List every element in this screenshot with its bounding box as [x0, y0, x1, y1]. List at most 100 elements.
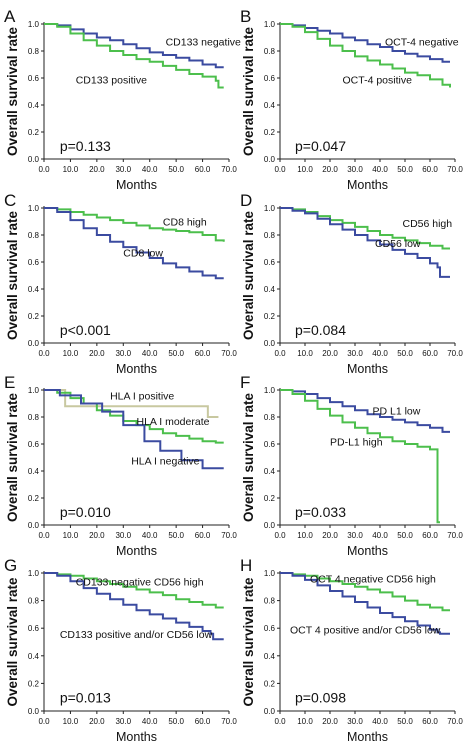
y-tick-label: 0.4: [264, 101, 276, 110]
survival-curve-hla-i-positive: [44, 389, 219, 418]
curve-label: CD8 high: [163, 217, 207, 229]
curve-label: OCT-4 negative: [385, 37, 459, 49]
survival-curve-cd8-low: [44, 207, 224, 280]
p-value: p=0.010: [60, 504, 111, 520]
x-tick-label: 50.0: [397, 717, 413, 726]
x-tick-label: 10.0: [63, 349, 79, 358]
y-axis-label: Overall survival rate: [241, 577, 256, 707]
x-tick-label: 30.0: [115, 717, 131, 726]
y-tick-label: 1.0: [28, 569, 40, 578]
x-tick-label: 10.0: [297, 531, 313, 540]
y-tick-label: 0.8: [264, 231, 276, 240]
y-tick-label: 1.0: [264, 204, 276, 213]
x-tick-label: 40.0: [142, 717, 158, 726]
y-tick-label: 1.0: [264, 20, 276, 29]
y-tick-label: 0.0: [28, 521, 40, 530]
y-axis-label: Overall survival rate: [241, 26, 256, 156]
y-tick-label: 0.0: [264, 707, 276, 716]
x-tick-label: 50.0: [168, 165, 184, 174]
x-tick-label: 30.0: [347, 531, 363, 540]
y-tick-label: 0.6: [264, 440, 276, 449]
x-tick-label: 20.0: [89, 349, 105, 358]
survival-curve-hla-i-negative: [44, 389, 224, 470]
y-tick-label: 0.6: [28, 624, 40, 633]
x-tick-label: 30.0: [347, 165, 363, 174]
curve-label: OCT 4 negative CD56 high: [310, 574, 436, 586]
x-tick-label: 70.0: [221, 349, 237, 358]
y-tick-label: 1.0: [28, 204, 40, 213]
y-tick-label: 0.6: [28, 74, 40, 83]
y-tick-label: 1.0: [28, 20, 40, 29]
curve-label: CD8 low: [123, 248, 163, 260]
x-tick-label: 20.0: [89, 531, 105, 540]
y-axis-label: Overall survival rate: [5, 577, 20, 707]
y-tick-label: 1.0: [264, 386, 276, 395]
y-tick-label: 0.4: [28, 467, 40, 476]
y-tick-label: 0.0: [28, 707, 40, 716]
x-tick-label: 60.0: [422, 717, 438, 726]
curve-label: OCT-4 positive: [343, 74, 413, 86]
x-tick-label: 70.0: [221, 165, 237, 174]
x-tick-label: 40.0: [372, 165, 388, 174]
survival-curve-cd133-positive-and-or-cd56-low: [44, 572, 224, 641]
x-tick-label: 40.0: [142, 349, 158, 358]
survival-curve-pd-l1-low: [280, 389, 450, 433]
y-tick-label: 0.2: [28, 312, 40, 321]
x-tick-label: 20.0: [322, 165, 338, 174]
y-tick-label: 0.8: [264, 597, 276, 606]
x-tick-label: 50.0: [397, 165, 413, 174]
y-tick-label: 0.6: [264, 624, 276, 633]
x-tick-label: 10.0: [63, 165, 79, 174]
x-tick-label: 40.0: [372, 531, 388, 540]
survival-curve-cd133-negative: [44, 23, 224, 69]
curve-label: CD133 negative: [166, 37, 241, 49]
y-tick-label: 1.0: [264, 569, 276, 578]
x-tick-label: 0.0: [274, 349, 286, 358]
y-tick-label: 0.6: [28, 440, 40, 449]
x-tick-label: 40.0: [142, 165, 158, 174]
y-tick-label: 0.4: [264, 467, 276, 476]
x-axis-label: Months: [116, 544, 157, 558]
x-tick-label: 0.0: [274, 165, 286, 174]
survival-curve-oct-4-positive: [280, 23, 451, 88]
y-tick-label: 0.6: [264, 258, 276, 267]
y-tick-label: 0.0: [264, 155, 276, 164]
curve-label: CD133 positive and/or CD56 low: [60, 629, 213, 641]
x-tick-label: 30.0: [115, 349, 131, 358]
y-tick-label: 0.2: [264, 494, 276, 503]
y-tick-label: 0.4: [28, 101, 40, 110]
x-tick-label: 20.0: [322, 349, 338, 358]
x-tick-label: 60.0: [195, 165, 211, 174]
curve-label: CD133 negative CD56 high: [76, 576, 204, 588]
x-tick-label: 10.0: [63, 717, 79, 726]
y-tick-label: 0.8: [28, 597, 40, 606]
x-tick-label: 30.0: [115, 531, 131, 540]
x-tick-label: 30.0: [347, 717, 363, 726]
x-tick-label: 30.0: [115, 165, 131, 174]
y-tick-label: 0.2: [264, 128, 276, 137]
y-axis-label: Overall survival rate: [5, 26, 20, 156]
x-tick-label: 40.0: [142, 531, 158, 540]
x-tick-label: 60.0: [195, 531, 211, 540]
y-tick-label: 0.2: [264, 679, 276, 688]
x-tick-label: 20.0: [89, 165, 105, 174]
panel-letter: D: [240, 191, 252, 210]
panel-G: G Overall survival rate Months 0.0 0.2 0.4 0.6…: [4, 556, 237, 742]
y-tick-label: 0.2: [28, 494, 40, 503]
x-tick-label: 60.0: [422, 531, 438, 540]
p-value: p<0.001: [60, 322, 111, 338]
x-tick-label: 50.0: [397, 531, 413, 540]
p-value: p=0.013: [60, 690, 111, 706]
x-tick-label: 20.0: [322, 717, 338, 726]
x-tick-label: 70.0: [221, 531, 237, 540]
x-tick-label: 0.0: [38, 349, 50, 358]
y-tick-label: 0.8: [264, 413, 276, 422]
x-axis-label: Months: [116, 362, 157, 376]
survival-curve-oct-4-negative: [280, 23, 450, 63]
